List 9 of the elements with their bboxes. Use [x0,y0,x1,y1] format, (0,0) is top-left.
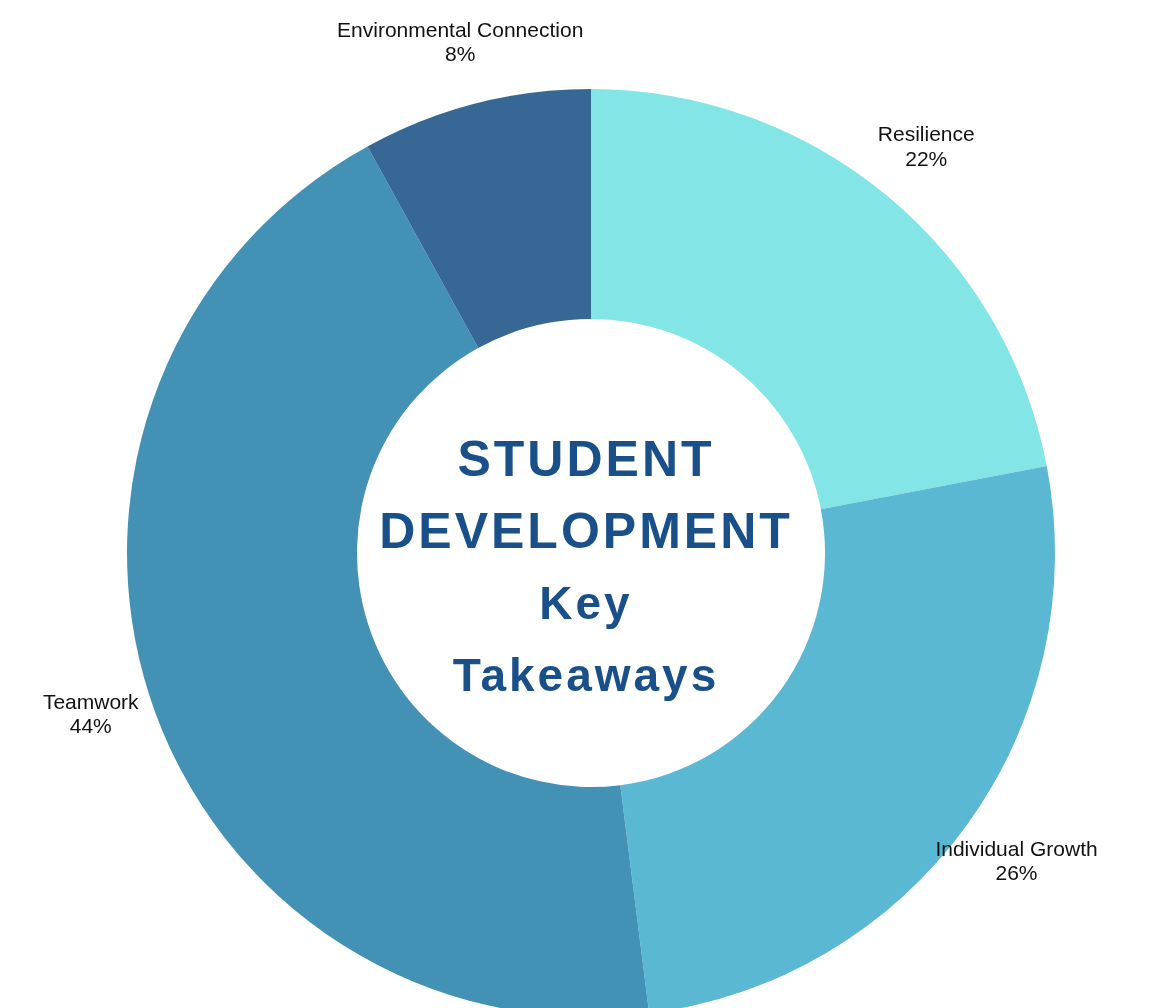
text: Key Takeaways [451,576,721,703]
text: STUDENT DEVELOPMENT [378,430,794,561]
slice-label: Environmental Connection [337,18,584,42]
data-label: 8% [445,42,476,66]
slice-label: Teamwork [42,690,140,714]
data-label: 22% [905,146,948,170]
slice-label: Resilience [877,122,975,146]
data-label: 44% [69,714,112,738]
data-label: 26% [995,861,1038,885]
